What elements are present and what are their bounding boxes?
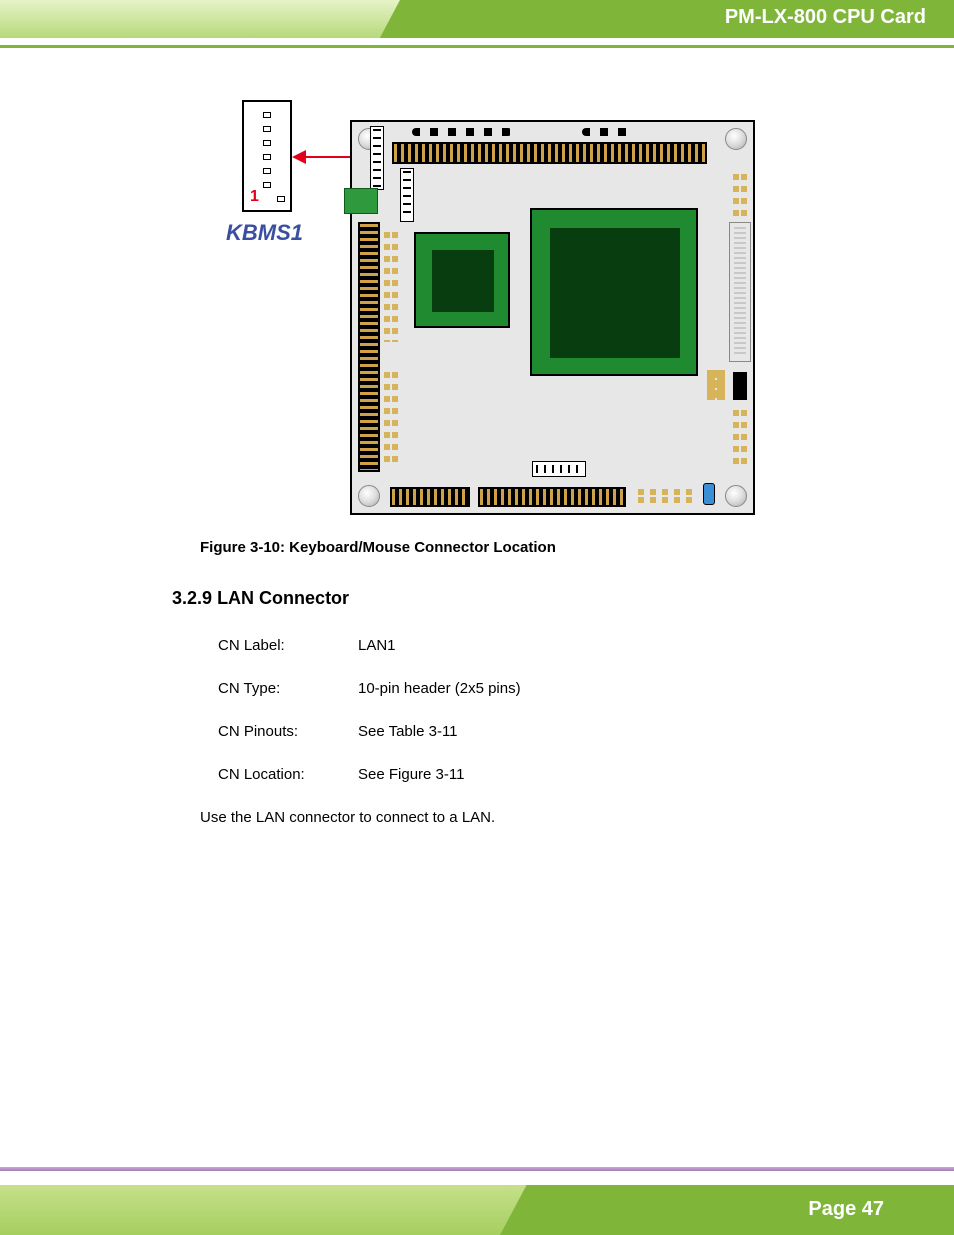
section-number: 3.2.9	[172, 588, 212, 608]
small-header	[532, 461, 586, 477]
callout-pin	[263, 126, 271, 132]
green-block	[344, 188, 378, 214]
table-row: CN Pinouts: See Table 3-11	[218, 723, 894, 740]
section-body: Use the LAN connector to connect to a LA…	[200, 809, 894, 826]
section-title: LAN Connector	[217, 588, 349, 608]
table-row: CN Location: See Figure 3-11	[218, 766, 894, 783]
footer-page: Page 47	[808, 1198, 884, 1221]
kv-key: CN Pinouts:	[218, 723, 358, 740]
callout-pin	[263, 154, 271, 160]
table-row: CN Type: 10-pin header (2x5 pins)	[218, 680, 894, 697]
kv-val: LAN1	[358, 637, 396, 654]
section-heading: 3.2.9 LAN Connector	[172, 588, 894, 609]
kbms1-header	[370, 126, 384, 190]
kv-val: See Figure 3-11	[358, 766, 464, 783]
pin-col	[384, 372, 390, 468]
chip-small	[414, 232, 510, 328]
pin-col	[733, 410, 739, 468]
header-left	[358, 222, 380, 472]
callout-label: KBMS1	[226, 220, 303, 246]
footer-para-fill	[554, 1185, 954, 1235]
kv-key: CN Type:	[218, 680, 358, 697]
connector-table: CN Label: LAN1 CN Type: 10-pin header (2…	[218, 637, 894, 783]
callout-box: 1	[242, 100, 292, 212]
footer-gradient	[0, 1185, 560, 1235]
page-content: 1 KBMS1	[0, 90, 954, 826]
pin-col	[733, 174, 739, 218]
mount-hole	[725, 128, 747, 150]
header-banner: PM-LX-800 CPU Card	[0, 0, 954, 56]
pin-col	[392, 372, 398, 468]
header-bottom	[478, 487, 626, 507]
pcb-board	[350, 120, 755, 515]
header-gradient	[0, 0, 440, 38]
mount-hole	[358, 485, 380, 507]
chip-core	[550, 228, 680, 358]
callout-pin	[263, 112, 271, 118]
kv-key: CN Label:	[218, 637, 358, 654]
cap-row	[412, 128, 512, 136]
kv-key: CN Location:	[218, 766, 358, 783]
footer-rule	[0, 1167, 954, 1171]
pin-col	[384, 232, 390, 342]
callout-pin1	[277, 196, 285, 202]
header-pins	[394, 144, 705, 162]
callout-pin	[263, 182, 271, 188]
led-icon	[703, 483, 715, 505]
pin-row	[638, 497, 694, 503]
jumper-block	[707, 370, 725, 400]
table-row: CN Label: LAN1	[218, 637, 894, 654]
pin-col	[392, 232, 398, 342]
callout-pin1-number: 1	[250, 188, 259, 206]
pin-col	[741, 174, 747, 218]
callout-pin	[263, 168, 271, 174]
cap-row	[582, 128, 632, 136]
kv-val: 10-pin header (2x5 pins)	[358, 680, 521, 697]
small-header	[400, 168, 414, 222]
board-diagram: 1 KBMS1	[220, 90, 760, 515]
footer-banner: Page 47	[0, 1175, 954, 1235]
callout-arrow-head	[292, 150, 306, 164]
chip-large	[530, 208, 698, 376]
pin-row	[638, 489, 694, 495]
callout-pin	[263, 140, 271, 146]
figure-caption: Figure 3-10: Keyboard/Mouse Connector Lo…	[200, 539, 894, 556]
kv-val: See Table 3-11	[358, 723, 458, 740]
small-header	[733, 372, 747, 400]
pin-col	[741, 410, 747, 468]
mount-hole	[725, 485, 747, 507]
header-bottom	[390, 487, 470, 507]
header-pins	[360, 224, 378, 470]
side-connector	[729, 222, 751, 362]
header-rule	[0, 45, 954, 48]
header-title: PM-LX-800 CPU Card	[725, 6, 926, 29]
chip-core	[432, 250, 494, 312]
header-top	[392, 142, 707, 164]
